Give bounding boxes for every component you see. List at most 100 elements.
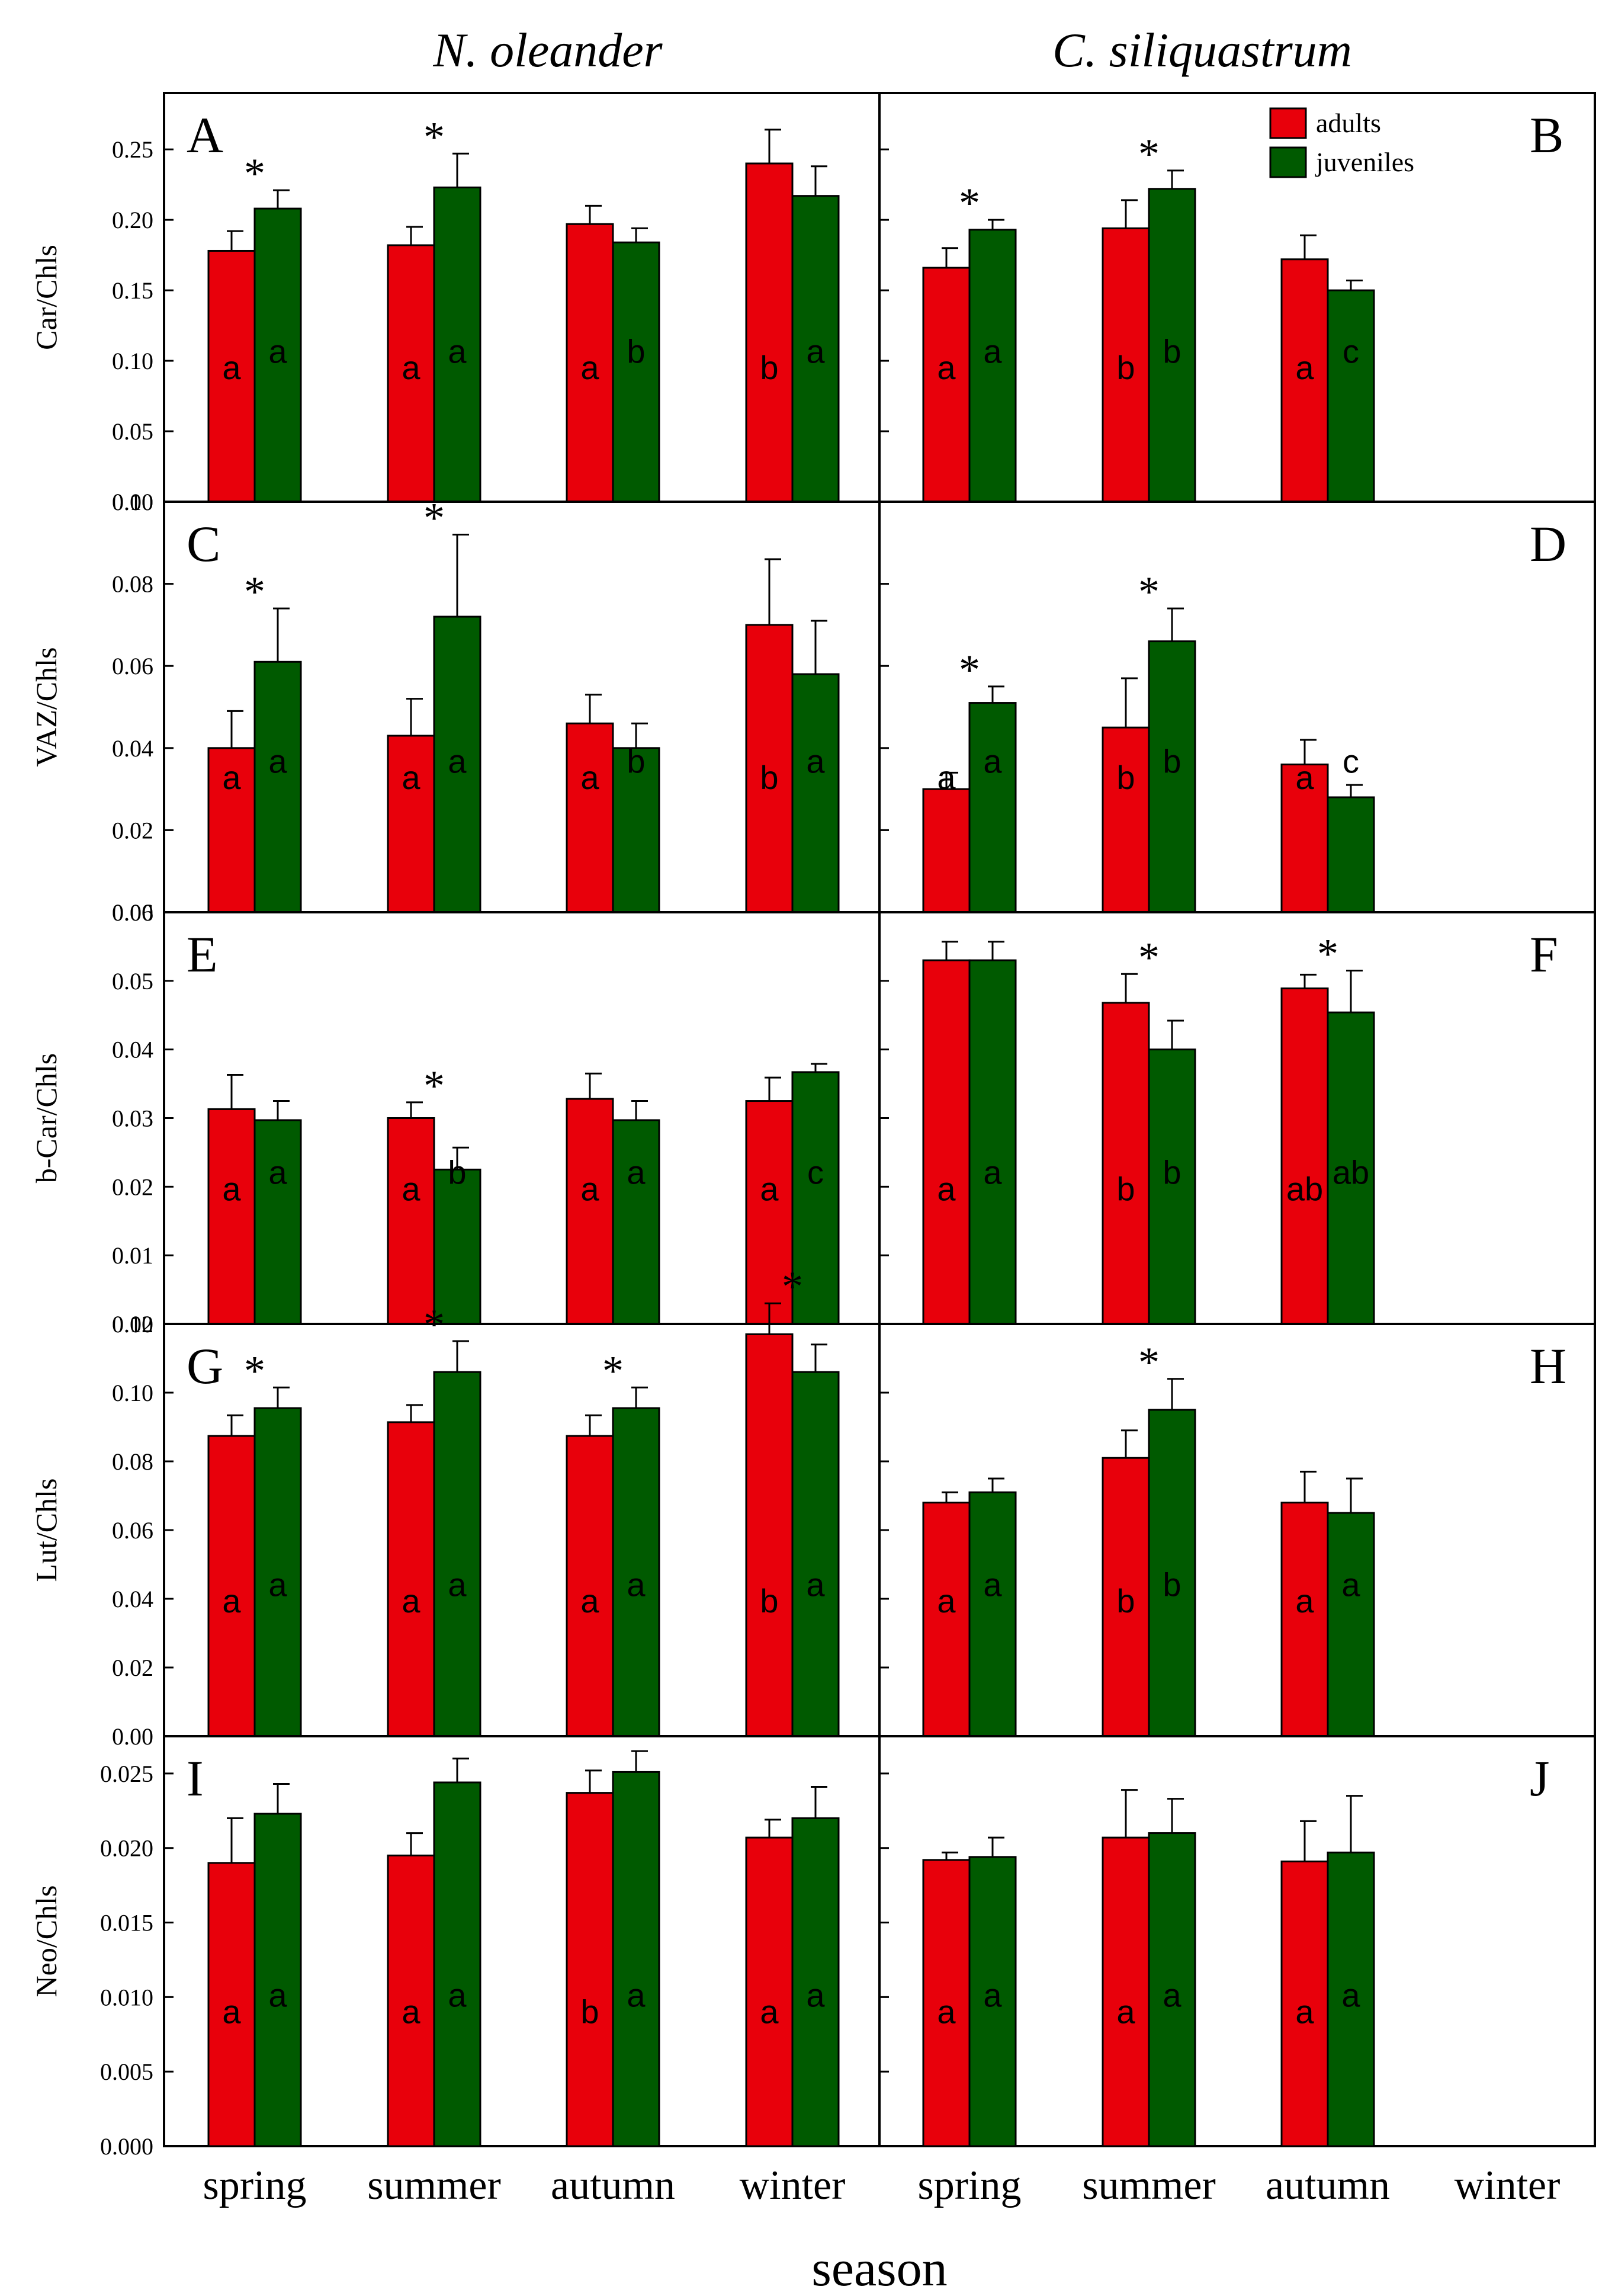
panel-I: I 0.000 0.005 0.010 0.015 0.020 0.025 Neo/Chls a… xyxy=(30,1735,881,2160)
significance-asterisk: * xyxy=(423,113,445,161)
bar-juveniles-winter xyxy=(791,1371,840,1737)
bar-adults-summer xyxy=(1102,726,1150,913)
panel-J: Ja a aa a a xyxy=(878,1735,1596,2147)
bar-juveniles-summer xyxy=(433,186,481,503)
significance-asterisk: * xyxy=(423,1301,445,1348)
y-tick-label: 0.03 xyxy=(112,1105,153,1132)
y-tick-label: 0.06 xyxy=(112,899,153,926)
sig-letter: a xyxy=(222,759,241,796)
significance-asterisk: * xyxy=(959,179,980,227)
y-tick-label: 0.08 xyxy=(112,571,153,598)
sig-letter: a xyxy=(1116,1993,1135,2030)
bar-juveniles-summer xyxy=(433,1371,481,1737)
sig-letter: a xyxy=(402,759,420,796)
sig-letter: b xyxy=(760,759,778,796)
sig-letter: a xyxy=(806,332,825,370)
season-label-spring: spring xyxy=(918,2163,1022,2208)
sig-letter: ab xyxy=(1286,1171,1323,1208)
sig-letter: a xyxy=(222,1993,241,2030)
sig-letter: a xyxy=(983,742,1002,780)
significance-asterisk: * xyxy=(602,1347,624,1394)
season-label-winter: winter xyxy=(1455,2163,1561,2208)
bar-adults-winter xyxy=(745,1836,794,2147)
legend-label-adults: adults xyxy=(1316,108,1381,138)
bar-adults-spring xyxy=(922,788,971,913)
x-axis-title: season xyxy=(811,2240,947,2296)
sig-letter: a xyxy=(580,349,599,386)
significance-asterisk: * xyxy=(423,494,445,541)
bar-juveniles-winter xyxy=(791,673,840,913)
bar-adults-summer xyxy=(387,1117,435,1325)
sig-letter: a xyxy=(222,349,241,386)
y-tick-label: 0.010 xyxy=(100,1984,153,2010)
sig-letter: a xyxy=(268,1154,287,1191)
sig-letter: ab xyxy=(1333,1154,1369,1191)
bar-juveniles-autumn xyxy=(1327,1512,1375,1737)
sig-letter: a xyxy=(760,1171,779,1208)
bar-adults-spring xyxy=(207,747,256,913)
y-tick-label: 0.06 xyxy=(112,1517,153,1544)
sig-letter: a xyxy=(983,332,1002,370)
significance-asterisk: * xyxy=(244,150,265,197)
sig-letter: a xyxy=(402,1993,420,2030)
panel-letter: B xyxy=(1530,107,1563,163)
y-tick-label: 0.025 xyxy=(100,1761,153,1787)
sig-letter: a xyxy=(627,1566,646,1603)
sig-letter: a xyxy=(268,742,287,780)
sig-letter: a xyxy=(1295,349,1314,386)
y-axis-label: Neo/Chls xyxy=(30,1885,63,1997)
sig-letter: a xyxy=(448,332,467,370)
y-tick-label: 0.02 xyxy=(112,817,153,844)
bar-adults-autumn xyxy=(1280,987,1329,1325)
significance-asterisk: * xyxy=(423,1062,445,1109)
panel-letter: E xyxy=(187,926,218,983)
sig-letter: a xyxy=(1341,1977,1360,2014)
bar-juveniles-autumn xyxy=(612,1119,660,1325)
sig-letter: a xyxy=(580,759,599,796)
sig-letter: c xyxy=(1343,332,1359,370)
panel-letter: J xyxy=(1530,1750,1549,1807)
bar-adults-summer xyxy=(1102,1457,1150,1737)
y-tick-label: 0.00 xyxy=(112,489,153,515)
sig-letter: a xyxy=(806,742,825,780)
bar-juveniles-summer xyxy=(433,615,481,913)
sig-letter: a xyxy=(402,1171,420,1208)
sig-letter: a xyxy=(983,1977,1002,2014)
panel-E: E 0.00 0.01 0.02 0.03 0.04 0.05 0.06 b-Car/Chls a… xyxy=(30,899,881,1338)
y-tick-label: 0.10 xyxy=(112,348,153,374)
bar-adults-spring xyxy=(922,1502,971,1737)
sig-letter: a xyxy=(937,1993,956,2030)
sig-letter: a xyxy=(937,759,956,796)
legend-label-juveniles: juveniles xyxy=(1315,147,1414,177)
bar-juveniles-spring xyxy=(253,660,302,913)
y-tick-label: 0.05 xyxy=(112,418,153,445)
sig-letter: a xyxy=(627,1977,646,2014)
y-tick-label: 0.15 xyxy=(112,277,153,304)
bar-juveniles-autumn xyxy=(612,241,660,503)
y-tick-label: 0.00 xyxy=(112,899,153,926)
sig-letter: a xyxy=(448,1566,467,1603)
panel-letter: C xyxy=(187,515,220,572)
y-tick-label: 0.10 xyxy=(112,489,153,515)
y-tick-label: 0.20 xyxy=(112,207,153,233)
bar-juveniles-spring xyxy=(253,207,302,503)
species-title-left: N. oleander xyxy=(432,23,663,77)
y-axis-label: b-Car/Chls xyxy=(30,1053,63,1183)
panel-letter: G xyxy=(187,1338,223,1394)
sig-letter: b xyxy=(627,742,645,780)
bar-juveniles-spring xyxy=(968,229,1017,503)
y-tick-label: 0.015 xyxy=(100,1910,153,1936)
significance-asterisk: * xyxy=(959,646,980,694)
panel-letter: D xyxy=(1530,515,1566,572)
bar-adults-autumn xyxy=(1280,258,1329,503)
bar-adults-spring xyxy=(207,1108,256,1325)
sig-letter: a xyxy=(983,1566,1002,1603)
sig-letter: b xyxy=(1116,1582,1135,1620)
significance-asterisk: * xyxy=(1138,130,1160,178)
y-tick-label: 0.01 xyxy=(112,1242,153,1269)
y-tick-label: 0.04 xyxy=(112,1586,153,1612)
significance-asterisk: * xyxy=(782,1263,803,1310)
y-tick-label: 0.000 xyxy=(100,2133,153,2160)
season-label-summer: summer xyxy=(367,2163,501,2208)
